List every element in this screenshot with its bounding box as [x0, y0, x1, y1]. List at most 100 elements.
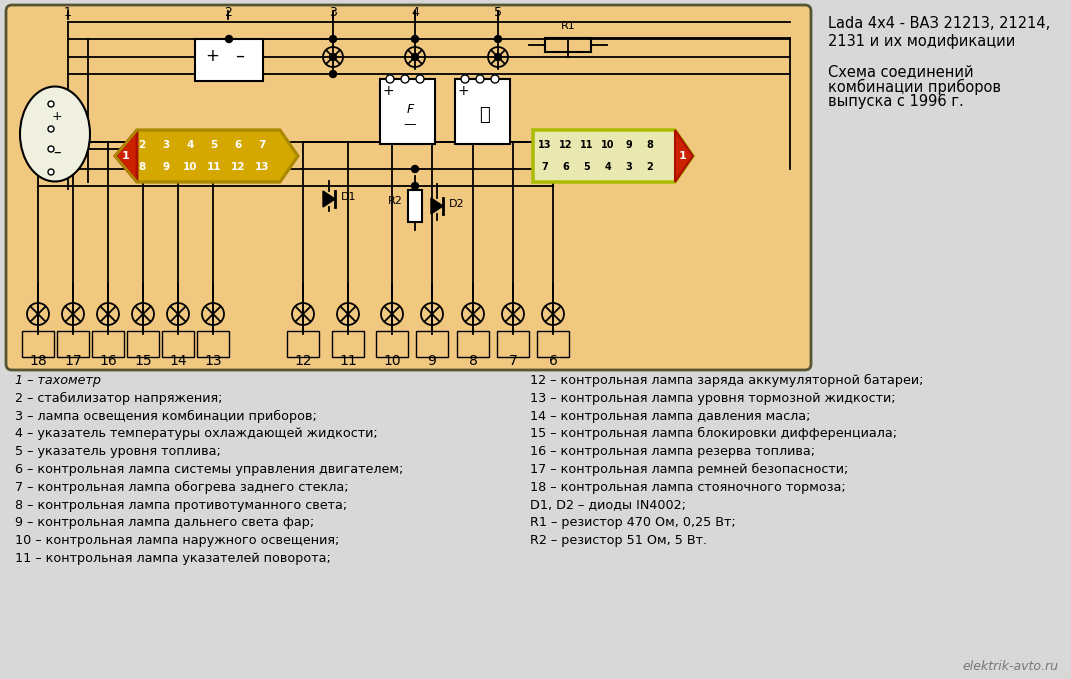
Circle shape: [48, 101, 54, 107]
Text: D2: D2: [449, 199, 465, 209]
Circle shape: [48, 169, 54, 175]
Text: 8: 8: [469, 354, 478, 368]
Text: +: +: [382, 84, 394, 98]
Bar: [457, 331, 489, 357]
Bar: [22, 331, 54, 357]
Text: 5 – указатель уровня топлива;: 5 – указатель уровня топлива;: [15, 445, 221, 458]
Circle shape: [330, 35, 336, 43]
Text: 17 – контрольная лампа ремней безопасности;: 17 – контрольная лампа ремней безопаснос…: [530, 463, 848, 476]
Text: 14: 14: [169, 354, 186, 368]
Text: 18 – контрольная лампа стояночного тормоза;: 18 – контрольная лампа стояночного тормо…: [530, 481, 846, 494]
Circle shape: [461, 75, 469, 83]
Text: 10: 10: [183, 162, 197, 172]
Text: 13: 13: [205, 354, 222, 368]
Polygon shape: [137, 130, 298, 182]
Text: 1: 1: [64, 6, 72, 19]
Bar: [376, 331, 408, 357]
Text: +: +: [51, 109, 62, 122]
Text: 9 – контрольная лампа дальнего света фар;: 9 – контрольная лампа дальнего света фар…: [15, 517, 314, 530]
Text: 7: 7: [509, 354, 517, 368]
Text: 13 – контрольная лампа уровня тормозной жидкости;: 13 – контрольная лампа уровня тормозной …: [530, 392, 895, 405]
Text: 3 – лампа освещения комбинации приборов;: 3 – лампа освещения комбинации приборов;: [15, 409, 317, 423]
Circle shape: [411, 54, 419, 60]
Text: 12: 12: [559, 140, 573, 150]
Polygon shape: [533, 130, 693, 182]
Text: 3: 3: [329, 6, 337, 19]
Text: 1 – тахометр: 1 – тахометр: [15, 374, 101, 387]
Circle shape: [411, 183, 419, 189]
Bar: [57, 331, 89, 357]
Circle shape: [495, 54, 501, 60]
Text: 11 – контрольная лампа указателей поворота;: 11 – контрольная лампа указателей поворо…: [15, 552, 331, 565]
Text: R2 – резистор 51 Ом, 5 Вт.: R2 – резистор 51 Ом, 5 Вт.: [530, 534, 707, 547]
Bar: [408, 190, 422, 222]
Text: 13: 13: [539, 140, 552, 150]
Text: 4: 4: [411, 6, 419, 19]
Text: 16: 16: [100, 354, 117, 368]
Text: 7: 7: [542, 162, 548, 172]
Ellipse shape: [20, 86, 90, 181]
Text: 5: 5: [494, 6, 502, 19]
Bar: [162, 331, 194, 357]
Text: 10: 10: [383, 354, 401, 368]
Bar: [545, 38, 591, 52]
Circle shape: [330, 54, 336, 60]
Circle shape: [495, 35, 501, 43]
Circle shape: [226, 35, 232, 43]
Polygon shape: [675, 130, 693, 182]
Text: 2131 и их модификации: 2131 и их модификации: [828, 34, 1015, 49]
Text: 6 – контрольная лампа системы управления двигателем;: 6 – контрольная лампа системы управления…: [15, 463, 404, 476]
Text: 18: 18: [29, 354, 47, 368]
Text: R1 – резистор 470 Ом, 0,25 Вт;: R1 – резистор 470 Ом, 0,25 Вт;: [530, 517, 736, 530]
Bar: [455, 79, 510, 144]
Text: 2: 2: [647, 162, 653, 172]
Text: 12: 12: [230, 162, 245, 172]
Text: 9: 9: [427, 354, 437, 368]
Text: 9: 9: [625, 140, 632, 150]
Text: R2: R2: [388, 196, 403, 206]
Text: 13: 13: [255, 162, 269, 172]
Text: R1: R1: [560, 21, 575, 31]
Text: 14 – контрольная лампа давления масла;: 14 – контрольная лампа давления масла;: [530, 409, 811, 422]
Text: 7 – контрольная лампа обогрева заднего стекла;: 7 – контрольная лампа обогрева заднего с…: [15, 481, 349, 494]
Text: Lada 4x4 - ВАЗ 21213, 21214,: Lada 4x4 - ВАЗ 21213, 21214,: [828, 16, 1051, 31]
Text: 3: 3: [625, 162, 632, 172]
Circle shape: [491, 75, 499, 83]
Text: 11: 11: [340, 354, 357, 368]
Text: 1: 1: [679, 151, 687, 161]
Text: 5: 5: [584, 162, 590, 172]
Text: выпуска с 1996 г.: выпуска с 1996 г.: [828, 94, 964, 109]
Text: 6: 6: [548, 354, 557, 368]
Bar: [332, 331, 364, 357]
Text: 15 – контрольная лампа блокировки дифференциала;: 15 – контрольная лампа блокировки диффер…: [530, 427, 897, 441]
FancyBboxPatch shape: [6, 5, 811, 370]
Bar: [537, 331, 569, 357]
Text: 4: 4: [605, 162, 612, 172]
Text: 12: 12: [295, 354, 312, 368]
Text: комбинации приборов: комбинации приборов: [828, 79, 1001, 95]
Text: D1, D2 – диоды IN4002;: D1, D2 – диоды IN4002;: [530, 498, 687, 511]
Polygon shape: [431, 198, 443, 214]
Text: 6: 6: [562, 162, 570, 172]
Text: 17: 17: [64, 354, 81, 368]
Text: 10 – контрольная лампа наружного освещения;: 10 – контрольная лампа наружного освещен…: [15, 534, 340, 547]
Circle shape: [411, 35, 419, 43]
Text: ⛽: ⛽: [479, 106, 489, 124]
Bar: [497, 331, 529, 357]
Text: 6: 6: [235, 140, 242, 150]
Text: 4: 4: [186, 140, 194, 150]
Text: Схема соединений: Схема соединений: [828, 64, 974, 79]
Circle shape: [401, 75, 409, 83]
Circle shape: [411, 166, 419, 172]
Text: 12 – контрольная лампа заряда аккумуляторной батареи;: 12 – контрольная лампа заряда аккумулято…: [530, 374, 923, 387]
Text: 15: 15: [134, 354, 152, 368]
Text: elektrik-avto.ru: elektrik-avto.ru: [962, 660, 1058, 673]
Text: –: –: [236, 47, 244, 65]
Bar: [195, 39, 263, 81]
Text: –: –: [54, 145, 61, 160]
Bar: [197, 331, 229, 357]
Text: 1: 1: [122, 151, 130, 161]
Text: 2: 2: [224, 6, 232, 19]
Text: 10: 10: [601, 140, 615, 150]
Text: 3: 3: [163, 140, 169, 150]
